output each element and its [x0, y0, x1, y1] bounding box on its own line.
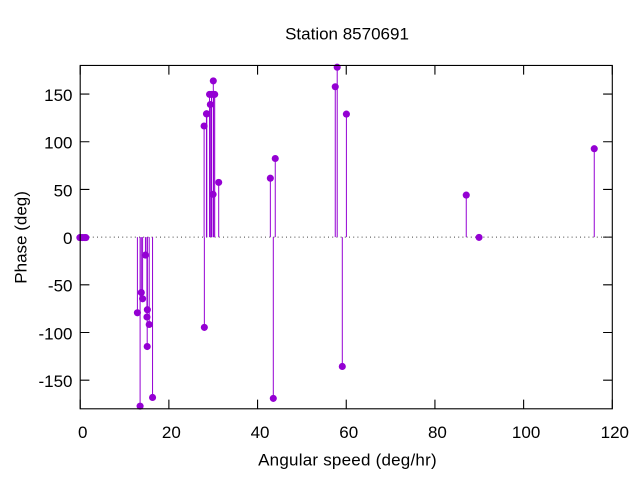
svg-text:20: 20: [162, 423, 181, 442]
svg-text:Angular speed (deg/hr): Angular speed (deg/hr): [258, 451, 437, 470]
svg-text:-50: -50: [48, 277, 73, 296]
svg-text:-100: -100: [38, 324, 72, 343]
svg-text:50: 50: [54, 181, 73, 200]
svg-text:Station 8570691: Station 8570691: [285, 24, 409, 43]
svg-text:-150: -150: [38, 372, 72, 391]
svg-text:Phase (deg): Phase (deg): [12, 191, 31, 284]
svg-text:0: 0: [78, 423, 87, 442]
svg-text:150: 150: [44, 86, 72, 105]
svg-text:100: 100: [512, 423, 540, 442]
svg-text:60: 60: [339, 423, 358, 442]
svg-text:80: 80: [428, 423, 447, 442]
svg-text:0: 0: [63, 229, 72, 248]
svg-text:100: 100: [44, 134, 72, 153]
svg-text:40: 40: [251, 423, 270, 442]
svg-text:120: 120: [601, 423, 629, 442]
